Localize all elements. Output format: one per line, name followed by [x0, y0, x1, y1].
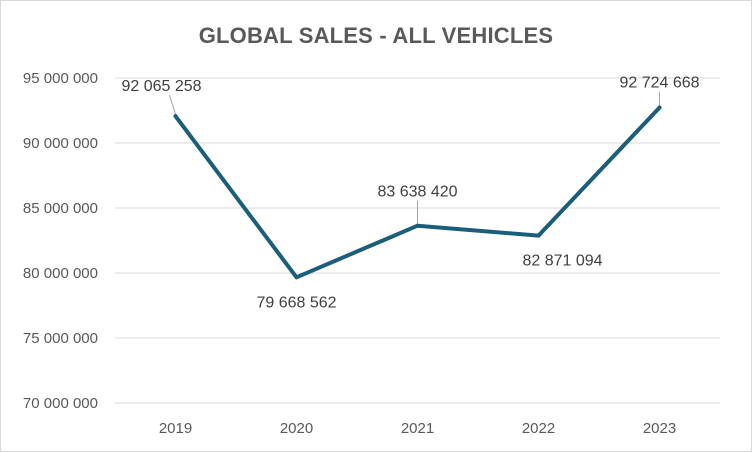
data-point: [536, 233, 541, 238]
data-label: 83 638 420: [377, 184, 457, 201]
x-tick-label: 2022: [522, 420, 555, 437]
data-point: [657, 105, 662, 110]
y-tick-label: 95 000 000: [23, 70, 98, 87]
y-tick-label: 85 000 000: [23, 200, 98, 217]
series-layer: [173, 105, 662, 280]
data-label: 92 724 668: [619, 75, 699, 92]
y-tick-label: 80 000 000: [23, 265, 98, 282]
data-label-leaders: [169, 91, 660, 224]
x-axis-ticks: 2019 2020 2021 2022 2023: [159, 420, 676, 437]
label-leader-line: [169, 95, 176, 115]
chart-title: GLOBAL SALES - ALL VEHICLES: [199, 23, 554, 48]
data-point: [415, 223, 420, 228]
y-tick-label: 70 000 000: [23, 395, 98, 412]
data-label: 92 065 258: [121, 78, 201, 95]
x-tick-label: 2021: [401, 420, 434, 437]
data-labels: 92 065 258 79 668 562 83 638 420 82 871 094…: [121, 75, 699, 312]
y-axis-ticks: 70 000 000 75 000 000 80 000 000 85 000 000…: [23, 70, 98, 412]
x-tick-label: 2019: [159, 420, 192, 437]
data-label: 82 871 094: [522, 253, 602, 270]
data-point: [173, 114, 178, 119]
x-tick-label: 2023: [643, 420, 676, 437]
y-tick-label: 75 000 000: [23, 330, 98, 347]
y-tick-label: 90 000 000: [23, 135, 98, 152]
gridlines: [115, 77, 720, 404]
data-point: [294, 275, 299, 280]
data-label: 79 668 562: [256, 294, 336, 311]
x-tick-label: 2020: [280, 420, 313, 437]
